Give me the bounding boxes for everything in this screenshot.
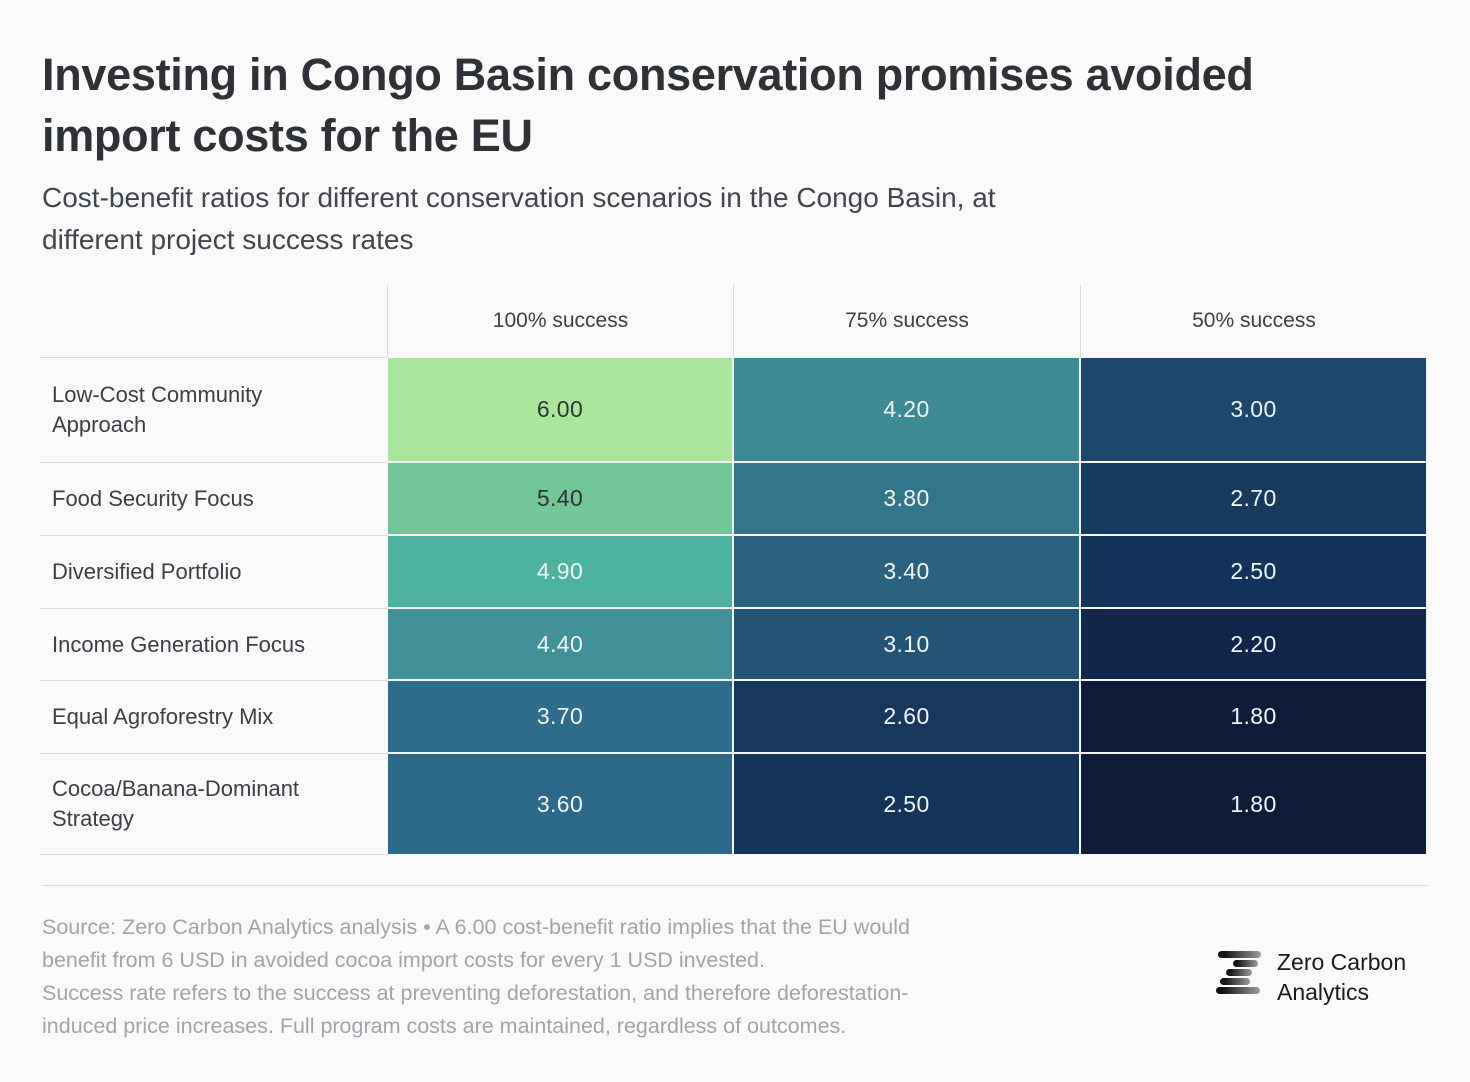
heatmap-cell: 4.90	[387, 535, 733, 608]
row-label-low-cost-community: Low-Cost Community Approach	[40, 357, 387, 462]
column-header-75-success: 75% success	[733, 285, 1080, 357]
heatmap-cell: 3.00	[1080, 357, 1427, 462]
zero-carbon-analytics-logo: Zero Carbon Analytics	[1216, 947, 1466, 1011]
logo-bar	[1233, 960, 1258, 967]
column-header-100-success: 100% success	[387, 285, 733, 357]
page-subtitle: Cost-benefit ratios for different conser…	[42, 177, 996, 261]
heatmap-cell: 3.60	[387, 753, 733, 855]
source-note-line-1: Source: Zero Carbon Analytics analysis •…	[42, 915, 910, 939]
logo-bar	[1220, 978, 1250, 985]
heatmap-cell: 6.00	[387, 357, 733, 462]
heatmap-cell: 2.20	[1080, 608, 1427, 680]
logo-text: Zero Carbon Analytics	[1277, 947, 1406, 1007]
source-note: Source: Zero Carbon Analytics analysis •…	[42, 911, 910, 1043]
heatmap-cell: 3.80	[733, 462, 1080, 535]
page-title-line-1: Investing in Congo Basin conservation pr…	[42, 49, 1254, 100]
logo-bar	[1226, 969, 1252, 976]
column-header-50-success: 50% success	[1080, 285, 1427, 357]
heatmap-cell: 2.50	[1080, 535, 1427, 608]
heatmap-cell: 5.40	[387, 462, 733, 535]
row-label-equal-agroforestry: Equal Agroforestry Mix	[40, 680, 387, 753]
logo-text-line-1: Zero Carbon	[1277, 949, 1407, 975]
heatmap-cell: 4.40	[387, 608, 733, 680]
row-label-food-security: Food Security Focus	[40, 462, 387, 535]
page-subtitle-line-1: Cost-benefit ratios for different conser…	[42, 182, 996, 213]
zero-carbon-bars-icon	[1216, 949, 1262, 995]
page-subtitle-line-2: different project success rates	[42, 224, 414, 255]
source-note-line-2: benefit from 6 USD in avoided cocoa impo…	[42, 948, 765, 972]
heatmap-cell: 3.40	[733, 535, 1080, 608]
heatmap-cell: 1.80	[1080, 753, 1427, 855]
page-title: Investing in Congo Basin conservation pr…	[42, 44, 1254, 166]
logo-bar	[1218, 951, 1261, 958]
source-note-line-3: Success rate refers to the success at pr…	[42, 981, 909, 1005]
logo-text-line-2: Analytics	[1277, 979, 1370, 1005]
row-label-diversified-portfolio: Diversified Portfolio	[40, 535, 387, 608]
heatmap-cell: 3.70	[387, 680, 733, 753]
heatmap-cell: 2.70	[1080, 462, 1427, 535]
heatmap-cell: 4.20	[733, 357, 1080, 462]
table-corner	[40, 285, 387, 357]
footer-divider	[42, 885, 1428, 886]
page-title-line-2: import costs for the EU	[42, 110, 533, 161]
heatmap-cell: 1.80	[1080, 680, 1427, 753]
heatmap-cell: 2.50	[733, 753, 1080, 855]
heatmap-cell: 3.10	[733, 608, 1080, 680]
heatmap-table: 100% success 75% success 50% success Low…	[40, 285, 1427, 855]
source-note-line-4: induced price increases. Full program co…	[42, 1014, 847, 1038]
heatmap-cell: 2.60	[733, 680, 1080, 753]
logo-bar	[1216, 987, 1260, 994]
row-label-cocoa-banana-dominant: Cocoa/Banana-Dominant Strategy	[40, 753, 387, 855]
row-label-income-generation: Income Generation Focus	[40, 608, 387, 680]
